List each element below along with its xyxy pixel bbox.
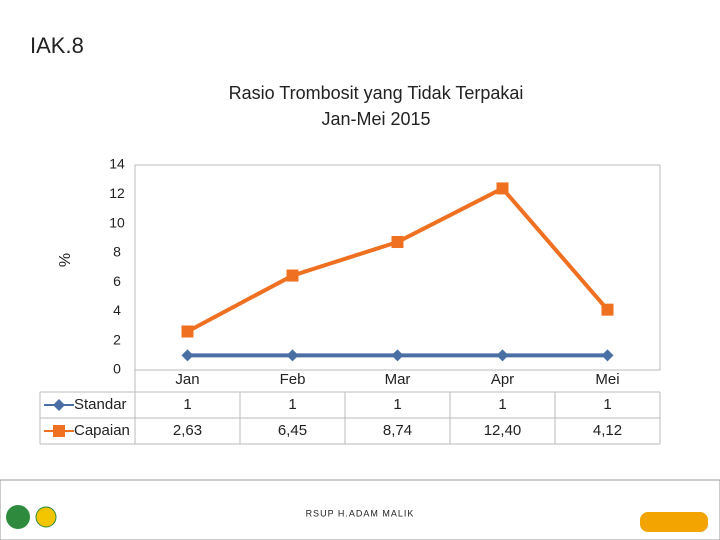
point <box>601 349 614 362</box>
point <box>391 349 404 362</box>
table-value: 1 <box>603 396 611 413</box>
slide-heading: IAK.8 <box>30 33 84 58</box>
point <box>286 269 299 282</box>
chart-title: Rasio Trombosit yang Tidak Terpakai <box>229 83 524 103</box>
legend-label: Standar <box>74 396 127 413</box>
table-value: 1 <box>393 396 401 413</box>
footer-bar <box>0 479 720 540</box>
point <box>391 236 404 249</box>
y-tick-label: 2 <box>113 331 121 347</box>
table-value: 4,12 <box>593 422 622 439</box>
table-value: 8,74 <box>383 422 412 439</box>
point <box>601 303 614 316</box>
legend-marker <box>53 425 65 437</box>
legend-marker <box>53 399 65 411</box>
table-value: 12,40 <box>484 422 522 439</box>
x-tick-label: Mei <box>595 371 619 388</box>
point <box>286 349 299 362</box>
point <box>181 325 194 338</box>
table-value: 6,45 <box>278 422 307 439</box>
series-line <box>186 185 610 334</box>
point <box>496 349 509 362</box>
y-tick-label: 8 <box>113 244 121 260</box>
x-tick-label: Jan <box>175 371 199 388</box>
data-table <box>39 391 660 445</box>
x-tick-label: Feb <box>280 371 306 388</box>
y-tick-label: 6 <box>113 273 121 289</box>
point <box>496 182 509 195</box>
point <box>181 349 194 362</box>
table-value: 1 <box>498 396 506 413</box>
chart-title: Jan-Mei 2015 <box>321 109 430 129</box>
legend-label: Capaian <box>74 422 130 439</box>
y-tick-label: 14 <box>109 156 125 172</box>
y-tick-label: 10 <box>109 214 125 230</box>
y-tick-label: 0 <box>113 361 121 377</box>
y-tick-label: 4 <box>113 302 121 318</box>
logo <box>6 505 30 529</box>
logo <box>640 512 708 532</box>
table-value: 1 <box>183 396 191 413</box>
table-value: 2,63 <box>173 422 202 439</box>
y-axis-label: % <box>57 253 74 267</box>
x-tick-label: Mar <box>385 371 411 388</box>
x-tick-label: Apr <box>491 371 514 388</box>
y-tick-label: 12 <box>109 185 125 201</box>
table-value: 1 <box>288 396 296 413</box>
footer-text: RSUP H.ADAM MALIK <box>306 508 415 518</box>
plot-area <box>134 164 661 371</box>
logo <box>35 506 57 528</box>
